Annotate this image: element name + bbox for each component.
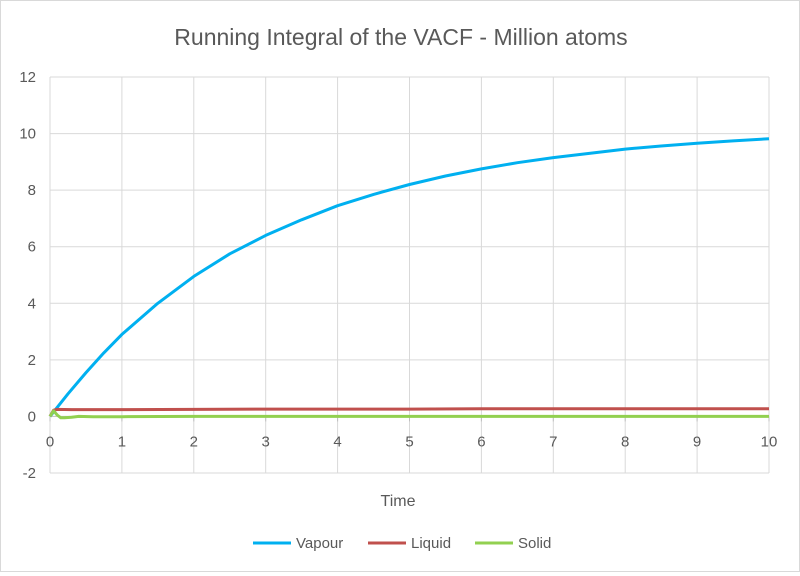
- x-tick-label: 8: [621, 433, 629, 450]
- y-tick-label: 4: [28, 295, 36, 312]
- legend-label: Liquid: [411, 535, 451, 552]
- x-tick-label: 4: [333, 433, 341, 450]
- legend-item-liquid: Liquid: [368, 535, 451, 552]
- x-tick-label: 6: [477, 433, 485, 450]
- y-tick-label: 8: [28, 182, 36, 199]
- y-tick-label: 2: [28, 352, 36, 369]
- x-tick-label: 1: [118, 433, 126, 450]
- x-axis-label: Time: [381, 493, 416, 510]
- series-line-solid: [48, 409, 769, 420]
- legend-item-solid: Solid: [475, 535, 551, 552]
- series-line-liquid: [48, 407, 769, 418]
- chart-title: Running Integral of the VACF - Million a…: [174, 24, 627, 50]
- x-tick-label: 7: [549, 433, 557, 450]
- legend-label: Vapour: [296, 535, 343, 552]
- y-tick-label: 0: [28, 408, 36, 425]
- x-tick-label: 9: [693, 433, 701, 450]
- y-tick-label: 6: [28, 239, 36, 256]
- x-tick-label: 5: [405, 433, 413, 450]
- y-tick-label: -2: [23, 465, 36, 482]
- x-tick-label: 3: [262, 433, 270, 450]
- x-tick-label: 2: [190, 433, 198, 450]
- series-line-vapour: [48, 137, 770, 418]
- y-tick-label: 10: [19, 126, 36, 143]
- y-tick-label: 12: [19, 69, 36, 86]
- legend-label: Solid: [518, 535, 551, 552]
- x-tick-label: 10: [761, 433, 778, 450]
- x-tick-label: 0: [46, 433, 54, 450]
- legend-item-vapour: Vapour: [253, 535, 343, 552]
